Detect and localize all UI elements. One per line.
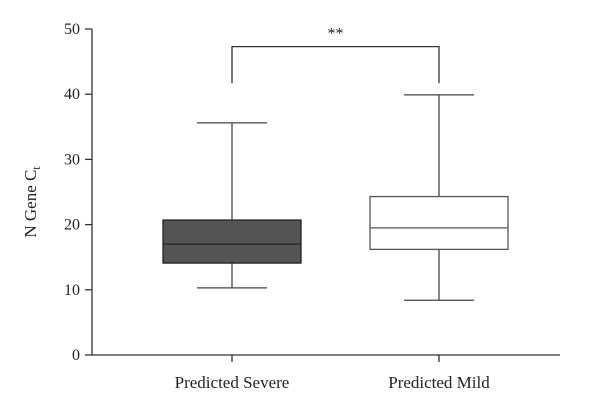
y-axis-label-subscript: t (29, 166, 43, 170)
y-tick-label: 50 (64, 21, 80, 38)
axes (91, 29, 560, 356)
box-predicted-severe (162, 122, 302, 289)
box-predicted-mild (369, 94, 509, 301)
x-axis-category-labels: Predicted Severe Predicted Mild (175, 355, 490, 392)
y-tick-label: 20 (64, 217, 80, 234)
iqr-box (162, 219, 302, 264)
y-axis-ticks: 0 10 20 30 40 50 (64, 21, 92, 364)
y-tick-label: 0 (72, 347, 80, 364)
y-tick-label: 30 (64, 151, 80, 168)
boxes (162, 94, 509, 301)
significance-stars: ** (328, 26, 344, 43)
y-axis-label-main: N Gene C (21, 170, 40, 238)
x-category-label: Predicted Severe (175, 373, 290, 392)
significance-annotation: ** (231, 26, 440, 84)
iqr-box (369, 195, 509, 251)
x-category-label: Predicted Mild (388, 373, 490, 392)
y-tick-label: 40 (64, 86, 80, 103)
significance-bracket (231, 45, 440, 84)
y-axis-label: N Gene Ct (21, 166, 43, 238)
y-tick-label: 10 (64, 282, 80, 299)
